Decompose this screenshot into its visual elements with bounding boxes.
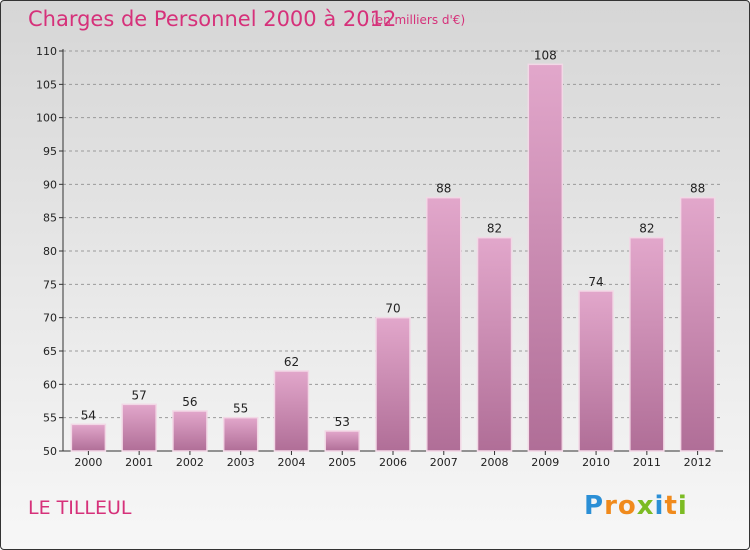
- y-tick-label: 105: [36, 78, 57, 91]
- data-label: 82: [487, 222, 502, 236]
- logo-letter: x: [636, 491, 655, 521]
- bar: [527, 63, 564, 452]
- y-tick-label: 75: [43, 278, 57, 291]
- data-label: 62: [284, 355, 299, 369]
- bar: [273, 370, 310, 452]
- commune-name: LE TILLEUL: [28, 497, 132, 519]
- x-tick-label: 2006: [379, 456, 407, 469]
- logo-letter: i: [677, 491, 688, 521]
- y-tick-label: 50: [43, 445, 57, 458]
- x-tick-label: 2010: [582, 456, 610, 469]
- data-label: 55: [233, 402, 248, 416]
- x-tick-label: 2008: [481, 456, 509, 469]
- chart-title: Charges de Personnel 2000 à 2012: [28, 7, 397, 31]
- x-tick-label: 2003: [227, 456, 255, 469]
- y-tick-label: 60: [43, 378, 57, 391]
- data-label: 82: [639, 222, 654, 236]
- x-tick-label: 2002: [176, 456, 204, 469]
- bar: [578, 290, 614, 452]
- data-label: 88: [436, 182, 451, 196]
- x-tick-label: 2011: [633, 456, 661, 469]
- bar: [121, 403, 157, 452]
- logo-letter: P: [584, 491, 605, 521]
- x-tick-label: 2012: [684, 456, 712, 469]
- x-tick-label: 2005: [328, 456, 356, 469]
- bar: [70, 423, 107, 452]
- y-tick-label: 65: [43, 345, 57, 358]
- logo-letter: i: [654, 491, 665, 521]
- x-tick-label: 2009: [531, 456, 559, 469]
- y-tick-label: 80: [43, 245, 57, 258]
- y-tick-label: 100: [36, 112, 57, 125]
- data-label: 70: [385, 302, 400, 316]
- proxiti-logo[interactable]: Proxiti: [584, 491, 688, 521]
- x-tick-label: 2004: [277, 456, 305, 469]
- bar: [629, 236, 665, 452]
- x-tick-label: 2000: [74, 456, 102, 469]
- y-tick-label: 70: [43, 312, 57, 325]
- chart-subtitle: (en milliers d'€): [371, 13, 466, 27]
- data-label: 88: [690, 182, 705, 196]
- y-tick-label: 95: [43, 145, 57, 158]
- bar: [375, 316, 411, 452]
- data-label: 57: [132, 388, 147, 402]
- bar: [324, 430, 360, 452]
- y-tick-label: 55: [43, 412, 57, 425]
- logo-letter: t: [664, 491, 678, 521]
- logo-letter: o: [617, 491, 637, 521]
- bar: [172, 410, 208, 452]
- bar: [426, 196, 462, 452]
- data-label: 54: [81, 408, 96, 422]
- y-tick-label: 110: [36, 45, 57, 58]
- x-tick-label: 2001: [125, 456, 153, 469]
- data-label: 108: [534, 48, 557, 62]
- logo-letter: r: [604, 491, 618, 521]
- x-tick-label: 2007: [430, 456, 458, 469]
- bar: [476, 236, 513, 452]
- data-label: 74: [588, 275, 603, 289]
- data-label: 53: [335, 415, 350, 429]
- bar: [222, 416, 259, 452]
- y-tick-label: 85: [43, 212, 57, 225]
- bar: [679, 196, 716, 452]
- data-label: 56: [182, 395, 197, 409]
- y-tick-label: 90: [43, 178, 57, 191]
